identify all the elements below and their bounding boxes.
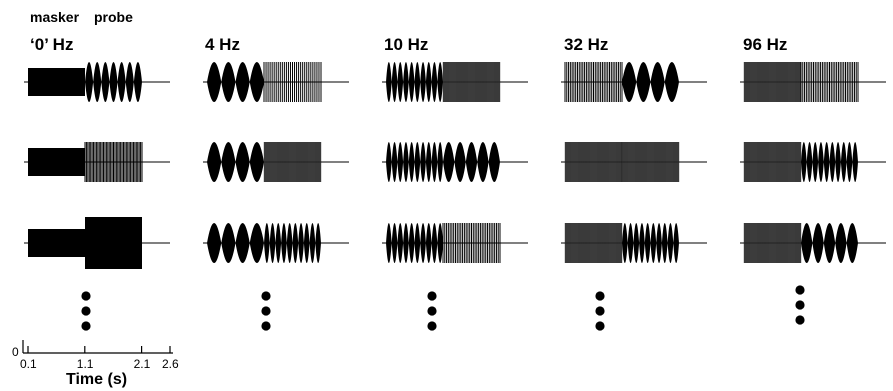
ellipsis-dot <box>595 291 605 301</box>
waveform-grid <box>24 62 886 269</box>
waveform-panel <box>203 223 349 263</box>
probe-segment <box>442 62 501 102</box>
probe-segment <box>621 142 680 182</box>
ellipsis-dot <box>795 315 805 325</box>
ellipsis-dot <box>261 306 271 316</box>
masker-segment <box>386 142 443 182</box>
masker-segment <box>386 223 443 263</box>
probe-segment <box>263 142 322 182</box>
masker-segment <box>386 62 443 102</box>
ellipsis-dot <box>81 291 91 301</box>
probe-label: probe <box>94 9 133 25</box>
probe-segment <box>263 62 322 102</box>
waveform-panel <box>203 142 349 182</box>
masker-segment <box>564 62 623 102</box>
probe-segment <box>622 62 679 102</box>
probe-segment <box>85 217 142 269</box>
ellipsis-dot <box>81 321 91 331</box>
waveform-panel <box>561 223 707 263</box>
ellipsis-dot <box>427 321 437 331</box>
probe-segment <box>800 62 859 102</box>
column-title-4hz: 4 Hz <box>205 35 240 54</box>
waveform-panel <box>740 142 886 182</box>
column-title-10hz: 10 Hz <box>384 35 428 54</box>
probe-segment <box>442 223 501 263</box>
column-title-32hz: 32 Hz <box>564 35 608 54</box>
ellipsis-dot <box>595 306 605 316</box>
probe-segment <box>85 62 142 102</box>
ellipsis-dot <box>795 285 805 295</box>
axis-title: Time (s) <box>66 371 127 388</box>
probe-segment <box>84 142 143 182</box>
waveform-panel <box>382 62 528 102</box>
probe-segment <box>801 223 858 263</box>
waveform-panel <box>382 223 528 263</box>
masker-segment <box>28 68 85 96</box>
waveform-panel <box>561 142 707 182</box>
masker-segment <box>207 62 264 102</box>
masker-segment <box>207 142 264 182</box>
column-title-0hz: ‘0’ Hz <box>30 35 73 54</box>
probe-segment <box>443 142 500 182</box>
masker-segment <box>28 148 85 176</box>
axis-tick-label: 0.1 <box>20 357 37 371</box>
ellipsis-dot <box>81 306 91 316</box>
ellipsis-dot <box>261 321 271 331</box>
ellipsis-dot <box>795 300 805 310</box>
masker-segment <box>743 142 802 182</box>
probe-segment <box>264 223 321 263</box>
ellipsis-dot <box>427 291 437 301</box>
column-title-96hz: 96 Hz <box>743 35 787 54</box>
waveform-panel <box>561 62 707 102</box>
axis-tick-label: 2.6 <box>162 357 179 371</box>
ellipsis-dot <box>427 306 437 316</box>
waveform-panel <box>203 62 349 102</box>
time-axis: 0 0.1 1.1 2.1 2.6 Time (s) <box>12 340 179 388</box>
masker-segment <box>564 223 623 263</box>
waveform-panel <box>24 62 170 102</box>
probe-segment <box>801 142 858 182</box>
axis-tick-label: 1.1 <box>77 357 94 371</box>
axis-tick-label: 2.1 <box>134 357 151 371</box>
masker-label: masker <box>30 9 80 25</box>
probe-segment <box>622 223 679 263</box>
waveform-panel <box>24 217 170 269</box>
axis-ticks: 0.1 1.1 2.1 2.6 <box>20 346 179 371</box>
masker-segment <box>743 62 802 102</box>
waveform-panel <box>740 223 886 263</box>
masker-segment <box>564 142 623 182</box>
waveform-panel <box>382 142 528 182</box>
masker-segment <box>743 223 802 263</box>
masker-segment <box>28 229 85 257</box>
waveform-panel <box>740 62 886 102</box>
y-axis-zero-label: 0 <box>12 345 19 359</box>
waveform-panel <box>24 142 170 182</box>
ellipsis-dot <box>595 321 605 331</box>
continuation-dots <box>81 285 805 331</box>
masker-segment <box>207 223 264 263</box>
ellipsis-dot <box>261 291 271 301</box>
